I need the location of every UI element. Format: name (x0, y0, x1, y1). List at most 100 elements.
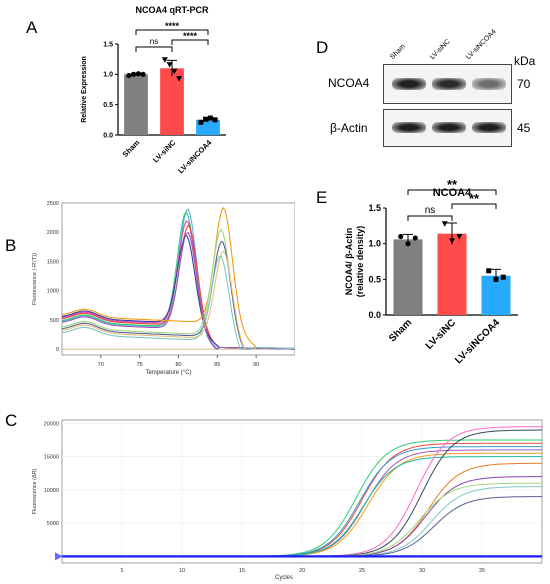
panel-a-bar-chart: NCOA4 qRT-PCR 0.0 0.5 1.0 1.5 Relative Expres… (81, 5, 226, 175)
b-y-tick-label: 500 (50, 318, 59, 324)
panel-b-melt-curve-chart: 70 75 80 85 90 0 500 1000 1500 2000 2500 Temperatur… (32, 201, 295, 376)
e-y-tick-label: 1.5 (368, 203, 381, 213)
a-bar-1 (160, 68, 184, 135)
c-y-tick-label: 20000 (44, 421, 59, 427)
b-x-tick-label: 85 (214, 362, 220, 368)
panel-d-western-blot: Sham LV-siNC LV-siNCOA4 kDa NCOA4 70 β-A… (328, 28, 545, 150)
a-data-point (207, 115, 213, 121)
b-series-line (61, 231, 295, 350)
e-data-point (405, 241, 411, 247)
blot-band (472, 122, 506, 133)
a-data-point (126, 72, 132, 79)
a-y-tick-label: 0.5 (103, 102, 113, 109)
c-threshold-handle (55, 552, 63, 561)
b-x-tick-label: 80 (175, 362, 181, 368)
c-x-tick-label: 30 (419, 568, 425, 574)
blot-band (392, 122, 426, 133)
e-data-point (486, 268, 492, 274)
c-x-axis-label: Cycles (275, 575, 293, 581)
c-x-tick-label: 25 (359, 568, 365, 574)
blot-actin (383, 109, 512, 147)
a-y-tick-label: 1.0 (103, 72, 113, 79)
e-y-tick-label: 0.5 (368, 274, 381, 284)
kda-label: kDa (514, 54, 536, 68)
a-category-label: Sham (121, 138, 142, 159)
a-y-axis-label: Relative Expression (81, 56, 88, 123)
e-sig-bracket (451, 203, 497, 209)
a-data-point (198, 119, 204, 125)
e-bar-0 (393, 239, 423, 315)
e-sig-label: ** (447, 177, 458, 192)
c-x-tick-label: 15 (239, 568, 245, 574)
a-sig-label: **** (183, 31, 198, 41)
c-x-tick-label: 5 (120, 568, 123, 574)
a-data-point (140, 71, 146, 77)
e-y-axis-label: NCOA4/ β-Actin (344, 228, 354, 296)
e-category-label: LV-siNCOA4 (453, 317, 502, 366)
blot-row-label-ncoa4: NCOA4 (328, 76, 370, 90)
a-title: NCOA4 qRT-PCR (135, 5, 209, 15)
a-data-point (203, 116, 209, 122)
b-y-axis-label: Fluorescence (-R'(T)) (32, 253, 38, 305)
b-y-tick-label: 2000 (47, 230, 59, 236)
b-x-tick-label: 70 (98, 362, 104, 368)
blot-kda-actin: 45 (517, 121, 531, 135)
panel-label-a: A (26, 18, 38, 37)
a-sig-bracket (135, 46, 173, 52)
a-data-point (131, 71, 137, 77)
a-data-point (135, 71, 141, 77)
b-plot-frame (61, 202, 295, 356)
a-sig-bracket (171, 39, 209, 45)
e-data-point (500, 274, 506, 280)
blot-ncoa4 (383, 64, 512, 104)
c-x-tick-label: 20 (299, 568, 305, 574)
a-y-tick-label: 1.5 (103, 41, 113, 48)
a-data-point (176, 76, 183, 82)
a-category-label: LV-siNCOA4 (176, 137, 214, 175)
e-data-point (441, 221, 448, 227)
lane-label-sinc: LV-siNC (429, 38, 452, 61)
lane-label-sham: Sham (389, 43, 407, 61)
b-y-tick-label: 0 (56, 347, 59, 353)
a-data-point (212, 117, 218, 123)
c-x-tick-label: 35 (479, 568, 485, 574)
c-x-tick-label: 10 (179, 568, 185, 574)
panel-label-e: E (316, 188, 328, 207)
e-sig-bracket (407, 215, 453, 221)
e-data-point (493, 276, 499, 282)
b-y-tick-label: 1000 (47, 289, 59, 295)
c-y-axis-label: Fluorescence (ΔR) (32, 468, 38, 514)
e-bar-2 (481, 275, 511, 315)
e-data-point (398, 233, 404, 240)
panel-label-b: B (5, 236, 17, 255)
panel-label-c: C (5, 411, 18, 430)
e-y-tick-label: 0.0 (368, 310, 381, 320)
panel-label-d: D (316, 38, 329, 57)
a-category-label: LV-siNC (151, 138, 178, 165)
e-sig-bracket (407, 189, 497, 195)
a-y-tick-label: 0.0 (103, 132, 113, 139)
e-y-tick-label: 1.0 (368, 239, 381, 249)
e-category-label: Sham (387, 317, 414, 344)
c-y-tick-label: 15000 (44, 455, 59, 461)
blot-band (432, 122, 466, 133)
blot-band (472, 78, 506, 90)
e-sig-label: ** (469, 191, 480, 206)
a-bar-0 (124, 74, 148, 135)
a-sig-bracket (135, 29, 209, 35)
b-series-line (61, 255, 295, 350)
e-category-label: LV-siNC (424, 317, 458, 351)
lane-label-sincoa4: LV-siNCOA4 (465, 28, 498, 61)
b-x-tick-label: 75 (137, 362, 143, 368)
e-bar-1 (437, 233, 467, 315)
blot-band (432, 78, 466, 90)
e-data-point (456, 234, 463, 240)
a-sig-label: ns (150, 37, 158, 46)
b-x-axis-label: Temperature (°C) (145, 370, 191, 376)
b-y-tick-label: 1500 (47, 259, 59, 265)
e-data-point (449, 238, 455, 244)
c-y-tick-label: 5000 (47, 521, 59, 527)
e-sig-label: ns (425, 205, 436, 216)
e-y-axis-label: (relative density) (355, 226, 365, 298)
